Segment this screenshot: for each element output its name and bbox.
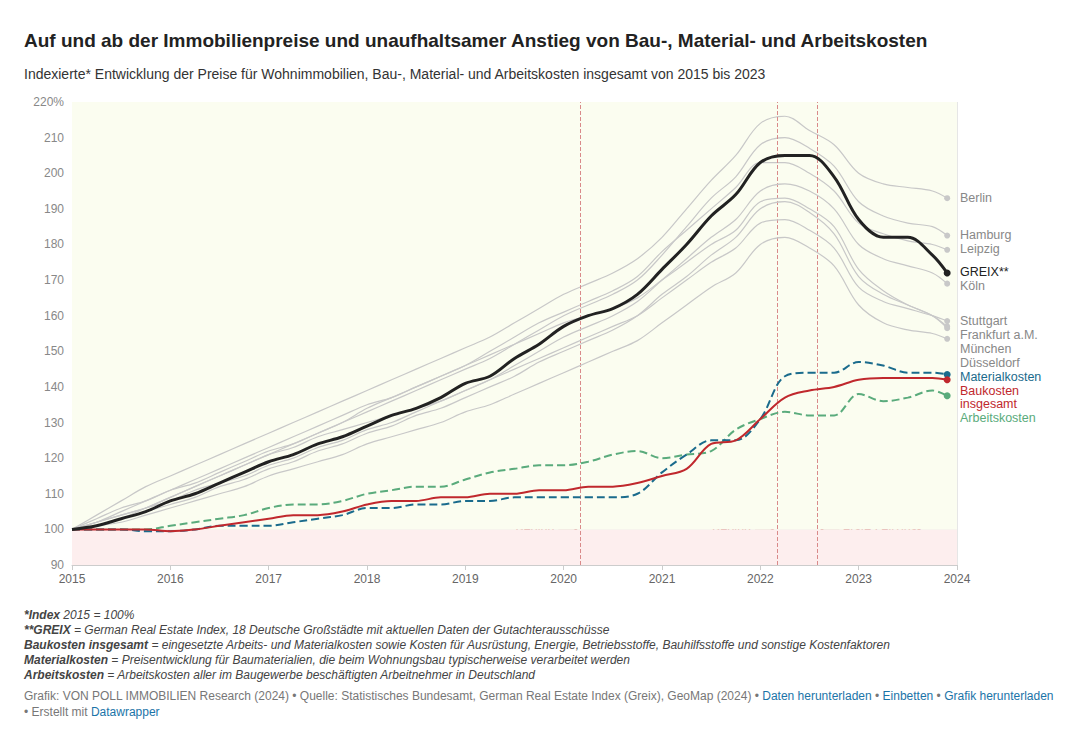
svg-text:2021: 2021 xyxy=(649,572,676,586)
svg-text:120: 120 xyxy=(44,451,64,465)
svg-text:Berlin: Berlin xyxy=(960,191,992,205)
html-text:Auf und ab der Immobilienpreis: Auf und ab der Immobilienpreise und unau… xyxy=(24,30,928,51)
html-text:**GREIX = German Real Estate I: **GREIX = German Real Estate Index, 18 D… xyxy=(24,623,610,637)
svg-text:GREIX**: GREIX** xyxy=(960,265,1009,279)
html-text:Baukosten insgesamt = eingeset: Baukosten insgesamt = eingesetzte Arbeit… xyxy=(24,638,890,652)
svg-text:2023: 2023 xyxy=(845,572,872,586)
svg-text:insgesamt: insgesamt xyxy=(960,397,1017,411)
svg-text:2015: 2015 xyxy=(59,572,86,586)
svg-text:Arbeitskosten: Arbeitskosten xyxy=(960,411,1036,425)
svg-text:Stuttgart: Stuttgart xyxy=(960,314,1008,328)
svg-text:160: 160 xyxy=(44,309,64,323)
svg-text:Baukosten: Baukosten xyxy=(960,384,1019,398)
svg-text:90: 90 xyxy=(51,558,65,572)
svg-text:Köln: Köln xyxy=(960,279,985,293)
svg-text:110: 110 xyxy=(45,487,64,501)
svg-text:München: München xyxy=(960,342,1011,356)
svg-text:200: 200 xyxy=(44,166,64,180)
svg-text:190: 190 xyxy=(44,202,64,216)
svg-text:2017: 2017 xyxy=(255,572,282,586)
html-text:Arbeitskosten = Arbeitskosten: Arbeitskosten = Arbeitskosten aller im B… xyxy=(24,668,535,682)
svg-text:180: 180 xyxy=(44,237,64,251)
svg-text:130: 130 xyxy=(44,416,64,430)
svg-text:140: 140 xyxy=(44,380,64,394)
svg-text:Düsseldorf: Düsseldorf xyxy=(960,356,1020,370)
svg-text:2024: 2024 xyxy=(944,572,971,586)
html-text:• Erstellt mit Datawrapper: • Erstellt mit Datawrapper xyxy=(24,705,160,719)
svg-text:2016: 2016 xyxy=(157,572,184,586)
svg-text:Leipzig: Leipzig xyxy=(960,242,1000,256)
svg-text:Materialkosten: Materialkosten xyxy=(960,370,1041,384)
svg-text:150: 150 xyxy=(44,344,64,358)
svg-text:170: 170 xyxy=(44,273,64,287)
html-text:Indexierte* Entwicklung der Pr: Indexierte* Entwicklung der Preise für W… xyxy=(24,66,766,82)
html-text:Grafik: VON POLL IMMOBILIEN Re: Grafik: VON POLL IMMOBILIEN Research (20… xyxy=(24,689,1054,703)
svg-text:210: 210 xyxy=(44,131,64,145)
svg-text:Frankfurt a.M.: Frankfurt a.M. xyxy=(960,328,1038,342)
html-text:*Index 2015 = 100%: *Index 2015 = 100% xyxy=(24,608,135,622)
svg-text:2020: 2020 xyxy=(550,572,577,586)
svg-text:2022: 2022 xyxy=(747,572,774,586)
svg-text:Hamburg: Hamburg xyxy=(960,228,1011,242)
svg-text:220%: 220% xyxy=(33,95,64,109)
svg-text:100: 100 xyxy=(44,522,64,536)
svg-text:2018: 2018 xyxy=(354,572,381,586)
svg-text:2019: 2019 xyxy=(452,572,479,586)
html-text:Materialkosten = Preisentwickl: Materialkosten = Preisentwicklung für Ba… xyxy=(24,653,630,667)
